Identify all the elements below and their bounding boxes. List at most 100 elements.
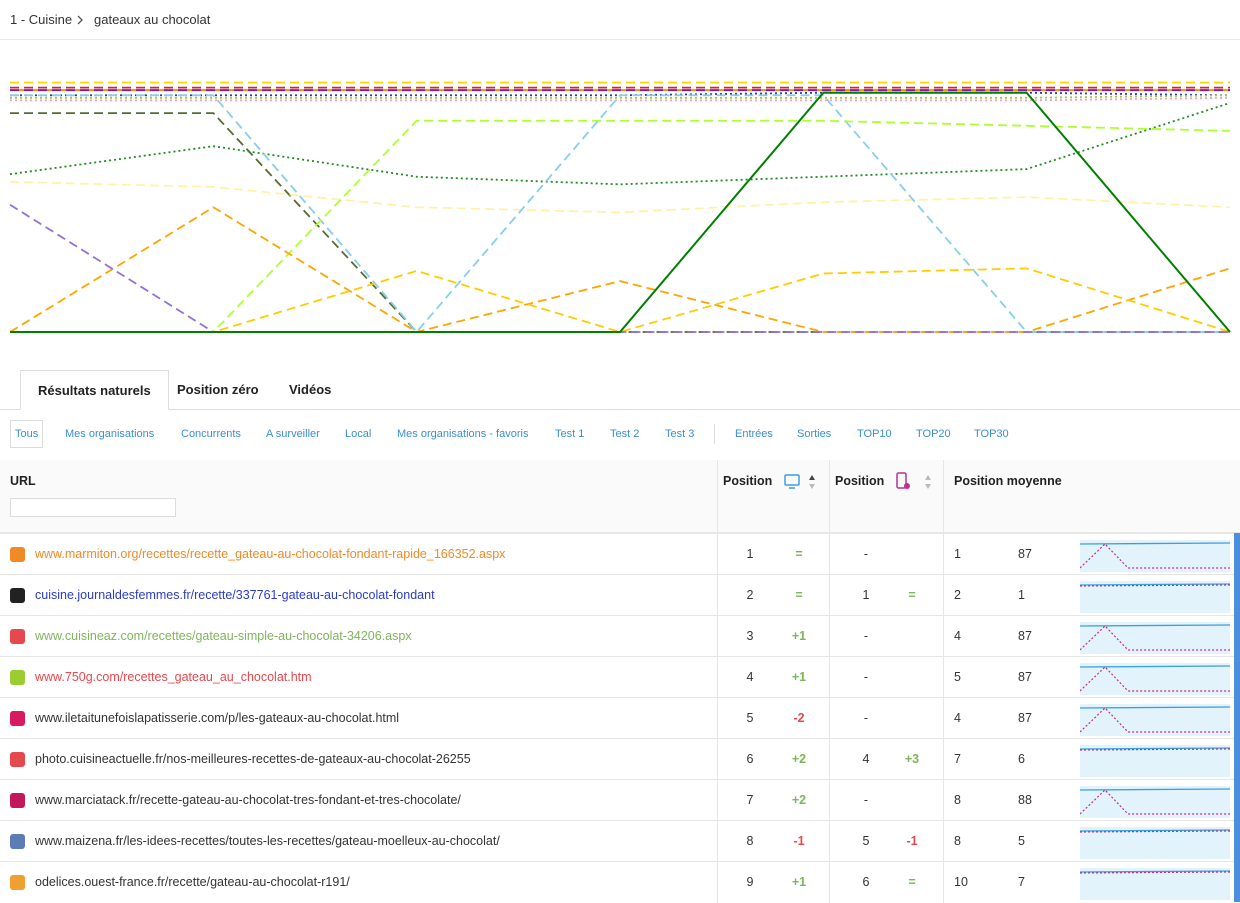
chart-line: [10, 91, 1231, 333]
breadcrumb: gateaux au chocolat: [94, 12, 211, 27]
column-divider: [829, 616, 830, 657]
filter[interactable]: A surveiller: [266, 428, 320, 440]
chart-line: [10, 267, 1231, 333]
sparkline-mobile: [1080, 707, 1230, 733]
sparkline-desktop: [1080, 870, 1230, 873]
table-header: URL Position Position Position moyenne: [0, 460, 1240, 533]
chevron: [77, 15, 83, 25]
column-divider: [829, 657, 830, 698]
sparkline-bg: [1080, 827, 1230, 859]
tab[interactable]: Position zéro: [177, 382, 259, 397]
site-icon: [10, 752, 25, 767]
header-desktop[interactable]: Position: [723, 474, 773, 488]
column-divider: [943, 575, 944, 616]
filter[interactable]: TOP20: [916, 428, 951, 440]
url-link[interactable]: cuisine.journaldesfemmes.fr/recette/3377…: [35, 588, 435, 602]
desktop-sort[interactable]: [783, 472, 823, 492]
mobile-sort[interactable]: [894, 472, 934, 492]
column-divider: [829, 739, 830, 780]
avg-mobile: 87: [1018, 547, 1032, 561]
sparkline-desktop: [1080, 829, 1230, 832]
avg-desktop: 4: [954, 711, 961, 725]
column-divider: [829, 534, 830, 575]
site-icon: [10, 875, 25, 890]
header-url: URL: [10, 474, 36, 488]
site-icon: [10, 629, 25, 644]
column-divider: [943, 460, 944, 533]
filter[interactable]: Test 1: [555, 428, 585, 440]
avg-mobile: 5: [1018, 834, 1025, 848]
url-link[interactable]: www.750g.com/recettes_gateau_au_chocolat…: [35, 670, 312, 684]
filter[interactable]: Sorties: [797, 428, 832, 440]
sparkline-desktop: [1080, 747, 1230, 750]
mobile: -: [863, 547, 869, 561]
url-link[interactable]: www.iletaitunefoislapatisserie.com/p/les…: [35, 711, 400, 725]
url-link[interactable]: www.marciatack.fr/recette-gateau-au-choc…: [35, 793, 461, 807]
mobile-change: -1: [906, 834, 918, 848]
chart-line: [10, 112, 1230, 333]
column-divider: [829, 821, 830, 862]
sparkline: [1080, 622, 1230, 654]
url-link[interactable]: www.marmiton.org/recettes/recette_gateau…: [35, 547, 506, 561]
filter[interactable]: TOP30: [974, 428, 1009, 440]
position-chart: [9, 81, 1231, 334]
chart-line: [9, 206, 1231, 333]
filter[interactable]: Tous: [10, 420, 44, 448]
header-mobile[interactable]: Position: [835, 474, 885, 488]
tab[interactable]: Vidéos: [289, 382, 332, 397]
url-link[interactable]: photo.cuisineactuelle.fr/nos-meilleures-…: [35, 752, 471, 766]
desktop: 4: [746, 670, 754, 684]
site-icon: [10, 711, 25, 726]
sparkline-bg: [1080, 745, 1230, 777]
desktop-change: -1: [793, 834, 805, 848]
desktop: 2: [746, 588, 754, 602]
column-divider: [717, 698, 718, 739]
avg-desktop: 8: [954, 834, 961, 848]
filter[interactable]: Mes organisations: [65, 428, 155, 440]
filter[interactable]: Test 3: [665, 428, 695, 440]
url-link[interactable]: www.cuisineaz.com/recettes/gateau-simple…: [35, 629, 412, 643]
url-link[interactable]: odelices.ouest-france.fr/recette/gateau-…: [35, 875, 350, 889]
desktop-change: +1: [791, 629, 807, 643]
column-divider: [943, 657, 944, 698]
desktop: 7: [746, 793, 754, 807]
desktop-change: +1: [791, 875, 807, 889]
scrollbar[interactable]: [1234, 533, 1240, 902]
sparkline-bg: [1080, 786, 1230, 818]
table-row: www.marciatack.fr/recette-gateau-au-choc…: [0, 779, 1234, 821]
sparkline: [1080, 827, 1230, 859]
sparkline: [1080, 540, 1230, 572]
mobile-change: +3: [904, 752, 920, 766]
column-divider: [717, 534, 718, 575]
tab-divider: [0, 409, 1240, 410]
sparkline: [1080, 704, 1230, 736]
sparkline-mobile: [1080, 543, 1230, 569]
chart-line: [10, 94, 1230, 334]
filter[interactable]: Local: [345, 428, 372, 440]
breadcrumb[interactable]: 1 - Cuisine: [10, 12, 73, 27]
desktop-change: =: [795, 588, 803, 602]
filter[interactable]: Mes organisations - favoris: [397, 428, 529, 440]
mobile: 4: [862, 752, 870, 766]
filter[interactable]: Test 2: [610, 428, 640, 440]
desktop-change: +2: [791, 752, 807, 766]
tab[interactable]: Résultats naturels: [20, 370, 169, 410]
column-divider: [943, 780, 944, 821]
filter[interactable]: Entrées: [735, 428, 773, 440]
mobile: 5: [862, 834, 870, 848]
filter[interactable]: Concurrents: [181, 428, 241, 440]
mobile: -: [863, 793, 869, 807]
table-row: www.cuisineaz.com/recettes/gateau-simple…: [0, 615, 1234, 657]
avg-mobile: 87: [1018, 711, 1032, 725]
sparkline-desktop: [1080, 706, 1230, 709]
url-filter-input[interactable]: [10, 498, 176, 517]
url-link[interactable]: www.maizena.fr/les-idees-recettes/toutes…: [35, 834, 500, 848]
column-divider: [717, 575, 718, 616]
avg-desktop: 1: [954, 547, 961, 561]
chart-line: [10, 96, 1231, 102]
chart-line: [10, 94, 1231, 99]
sparkline-desktop: [1080, 624, 1230, 627]
chart-line: [9, 102, 1231, 186]
filter[interactable]: TOP10: [857, 428, 892, 440]
